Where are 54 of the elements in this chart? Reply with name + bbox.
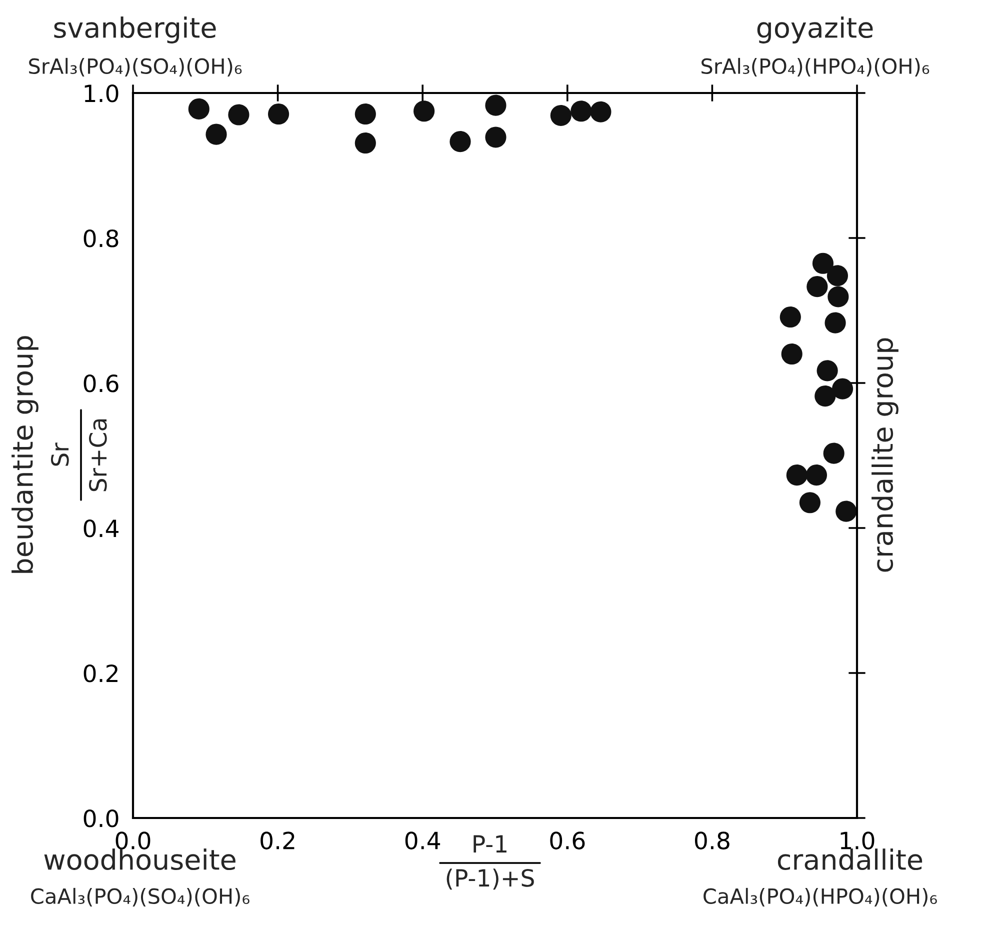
y2-axis-title: crandallite group	[872, 338, 898, 572]
point	[206, 124, 227, 145]
point	[816, 360, 838, 382]
text: (P-1)+S	[446, 868, 534, 890]
text: P-1	[474, 835, 506, 853]
text: SrAl₃(PO₄)(HPO₄)(OH)₆	[702, 58, 930, 76]
point	[832, 378, 854, 400]
y-tick-label: 1.0	[84, 84, 118, 102]
point	[799, 492, 820, 514]
point	[814, 386, 836, 407]
point	[806, 464, 827, 486]
point	[354, 132, 376, 154]
text: svanbergite	[54, 16, 216, 44]
point	[268, 103, 290, 125]
point	[781, 343, 802, 365]
y-tick-label: 0.2	[84, 664, 118, 682]
x-tick-label: 1.0	[840, 832, 874, 850]
point	[485, 94, 506, 116]
y-tick-label: 0.6	[84, 374, 118, 392]
point	[590, 101, 612, 122]
x-tick-label: 0.4	[405, 832, 440, 850]
point	[550, 104, 572, 126]
x-tick-label: 0.6	[550, 832, 585, 850]
text: Sr+Ca	[88, 419, 107, 492]
point	[806, 276, 828, 298]
x-tick-label: 0.0	[116, 832, 150, 850]
y-tick-label: 0.0	[84, 809, 118, 828]
point	[354, 103, 376, 125]
text: Sr	[50, 442, 69, 466]
point	[812, 252, 834, 274]
point	[228, 104, 250, 126]
point	[780, 306, 801, 328]
point	[836, 500, 857, 522]
point	[786, 464, 808, 486]
point	[823, 442, 844, 464]
point	[485, 126, 506, 148]
point	[826, 265, 848, 286]
text: CaAl₃(PO₄)(SO₄)(OH)₆	[31, 888, 250, 906]
text: goyazite	[757, 16, 873, 44]
point	[824, 312, 846, 334]
y-tick-label: 0.4	[84, 519, 118, 538]
y-axis-title: beudantite group	[12, 336, 38, 573]
y-tick-label: 0.8	[84, 229, 118, 248]
point	[188, 98, 210, 120]
x-tick-label: 0.2	[260, 832, 294, 850]
point	[570, 100, 592, 122]
point	[450, 131, 471, 152]
text: CaAl₃(PO₄)(HPO₄)(OH)₆	[704, 888, 937, 906]
x-tick-label: 0.8	[694, 832, 730, 850]
text: woodhouseite	[44, 848, 236, 870]
text: crandallite	[778, 848, 922, 870]
point	[414, 100, 435, 122]
point	[828, 286, 849, 308]
text: SrAl₃(PO₄)(SO₄)(OH)₆	[29, 58, 242, 76]
